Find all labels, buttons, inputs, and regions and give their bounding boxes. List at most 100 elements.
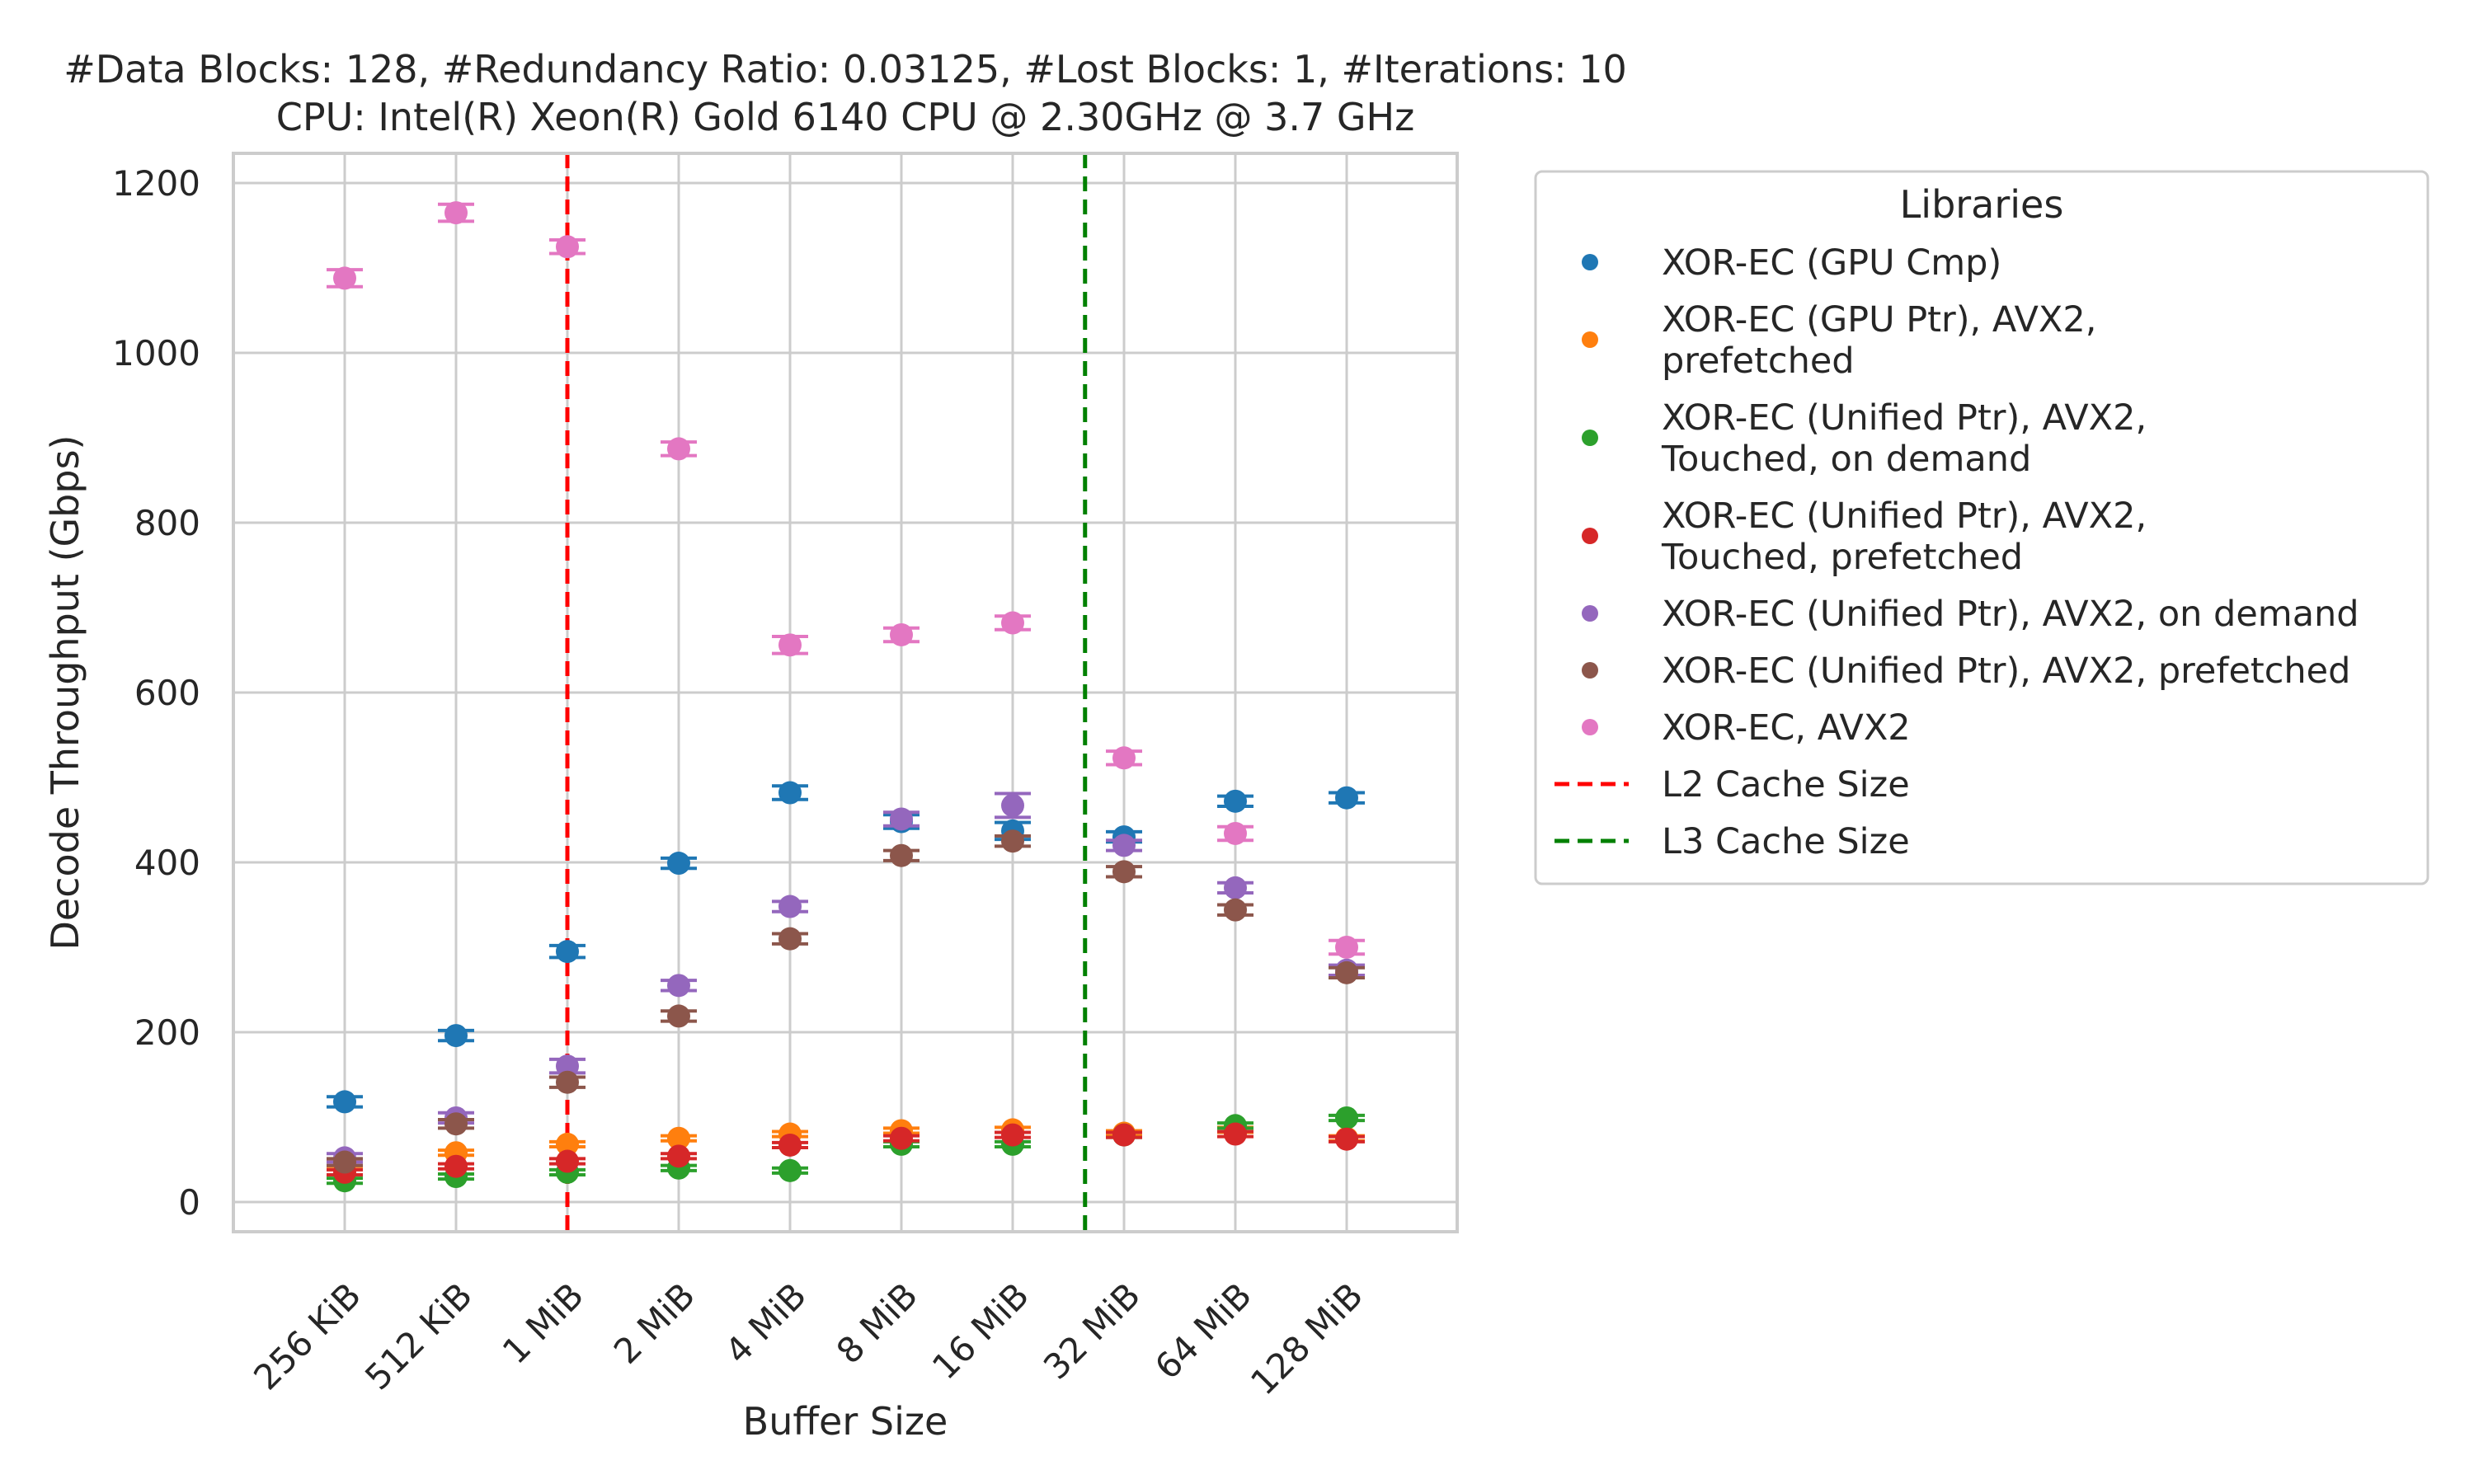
x-tick-label: 256 KiB <box>246 1275 369 1397</box>
data-point <box>1224 789 1247 813</box>
legend-marker <box>1582 662 1598 679</box>
legend-label: XOR-EC (Unified Ptr), AVX2, Touched, on d… <box>1661 397 2147 480</box>
y-tick-label: 1200 <box>112 163 200 204</box>
y-tick-label: 0 <box>178 1182 200 1223</box>
data-point <box>1112 834 1136 857</box>
legend: Libraries XOR-EC (GPU Cmp) XOR-EC (GPU Pt… <box>1534 170 2429 885</box>
data-point <box>333 1150 356 1174</box>
data-point <box>778 1133 802 1157</box>
plot-area-frame <box>232 152 1459 1233</box>
data-point <box>890 807 913 831</box>
legend-label: XOR-EC (GPU Ptr), AVX2, prefetched <box>1662 299 2096 382</box>
legend-marker <box>1582 254 1598 270</box>
x-tick-label: 16 MiB <box>924 1275 1037 1387</box>
chart-title: #Data Blocks: 128, #Redundancy Ratio: 0.… <box>63 47 1627 139</box>
legend-title: Libraries <box>1900 182 2064 227</box>
y-tick-label: 200 <box>134 1012 200 1053</box>
legend-frame <box>1534 170 2429 885</box>
data-point <box>556 1132 579 1156</box>
data-point <box>890 843 913 867</box>
legend-marker <box>1582 430 1598 446</box>
data-point <box>1224 898 1247 922</box>
legend-label: XOR-EC (Unified Ptr), AVX2, on demand <box>1662 594 2359 635</box>
data-point <box>778 633 802 657</box>
legend-label: L3 Cache Size <box>1662 821 1910 862</box>
legend-label: XOR-EC (Unified Ptr), AVX2, Touched, pref… <box>1661 495 2147 578</box>
x-tick-label: 4 MiB <box>717 1275 814 1371</box>
legend-label: XOR-EC (Unified Ptr), AVX2, prefetched <box>1662 650 2350 692</box>
series-0 <box>327 781 1365 1114</box>
x-tick-label: 1 MiB <box>495 1275 591 1371</box>
data-point <box>1335 960 1358 984</box>
data-point <box>1335 935 1358 959</box>
data-point <box>333 266 356 290</box>
data-point <box>778 781 802 805</box>
legend-marker <box>1582 719 1598 735</box>
data-point <box>1001 829 1024 853</box>
data-point <box>1224 821 1247 845</box>
data-point <box>778 895 802 918</box>
data-point <box>444 201 468 225</box>
legend-marker <box>1582 605 1598 622</box>
data-point <box>778 927 802 951</box>
y-axis-label: Decode Throughput (Gbps) <box>43 435 87 951</box>
series-1 <box>327 1118 1365 1176</box>
data-point <box>1224 1122 1247 1146</box>
x-tick-label: 8 MiB <box>829 1275 925 1371</box>
data-point <box>556 1149 579 1173</box>
data-point <box>778 1158 802 1182</box>
x-tick-label: 64 MiB <box>1147 1275 1259 1387</box>
x-tick-label: 128 MiB <box>1243 1275 1371 1402</box>
data-point <box>556 1070 579 1094</box>
data-point <box>667 1004 690 1028</box>
data-point <box>1001 793 1024 817</box>
legend-label: XOR-EC, AVX2 <box>1662 707 1911 749</box>
chart-title-line-2: CPU: Intel(R) Xeon(R) Gold 6140 CPU @ 2.… <box>276 95 1415 139</box>
data-point <box>667 437 690 461</box>
y-axis-ticks: 0 200 400 600 800 1000 1200 <box>112 163 200 1223</box>
legend-marker <box>1582 528 1598 544</box>
x-axis-label: Buffer Size <box>743 1399 948 1444</box>
data-point <box>1112 1123 1136 1147</box>
data-point <box>667 974 690 998</box>
data-point <box>444 1154 468 1178</box>
series-2 <box>327 1106 1365 1193</box>
data-point <box>1335 786 1358 810</box>
data-point <box>556 1054 579 1078</box>
x-tick-label: 512 KiB <box>357 1275 480 1397</box>
x-tick-label: 32 MiB <box>1036 1275 1148 1387</box>
data-point <box>890 622 913 646</box>
y-tick-label: 800 <box>134 503 200 543</box>
legend-label: L2 Cache Size <box>1662 764 1910 805</box>
series-3 <box>327 1122 1365 1184</box>
data-point <box>890 1126 913 1150</box>
series-5 <box>327 829 1365 1174</box>
data-point <box>667 1126 690 1150</box>
data-point <box>1001 611 1024 635</box>
series-6 <box>327 201 1365 959</box>
data-points <box>327 201 1365 1193</box>
data-point <box>444 1112 468 1136</box>
legend-label: XOR-EC (GPU Cmp) <box>1662 242 2001 284</box>
x-tick-label: 2 MiB <box>606 1275 703 1371</box>
data-point <box>667 852 690 876</box>
y-tick-label: 400 <box>134 843 200 883</box>
data-point <box>1112 746 1136 770</box>
data-point <box>556 940 579 964</box>
data-point <box>444 1024 468 1048</box>
data-point <box>1112 860 1136 884</box>
data-point <box>1335 1127 1358 1151</box>
data-point <box>333 1090 356 1114</box>
series-4 <box>327 791 1365 1170</box>
y-tick-label: 1000 <box>112 333 200 373</box>
y-tick-label: 600 <box>134 673 200 713</box>
cache-size-lines <box>565 153 1088 1232</box>
data-point <box>1001 1123 1024 1147</box>
legend-marker <box>1582 331 1598 348</box>
data-point <box>1224 876 1247 899</box>
gridlines <box>233 153 1457 1232</box>
data-point <box>667 1144 690 1168</box>
chart-title-line-1: #Data Blocks: 128, #Redundancy Ratio: 0.… <box>63 47 1627 92</box>
